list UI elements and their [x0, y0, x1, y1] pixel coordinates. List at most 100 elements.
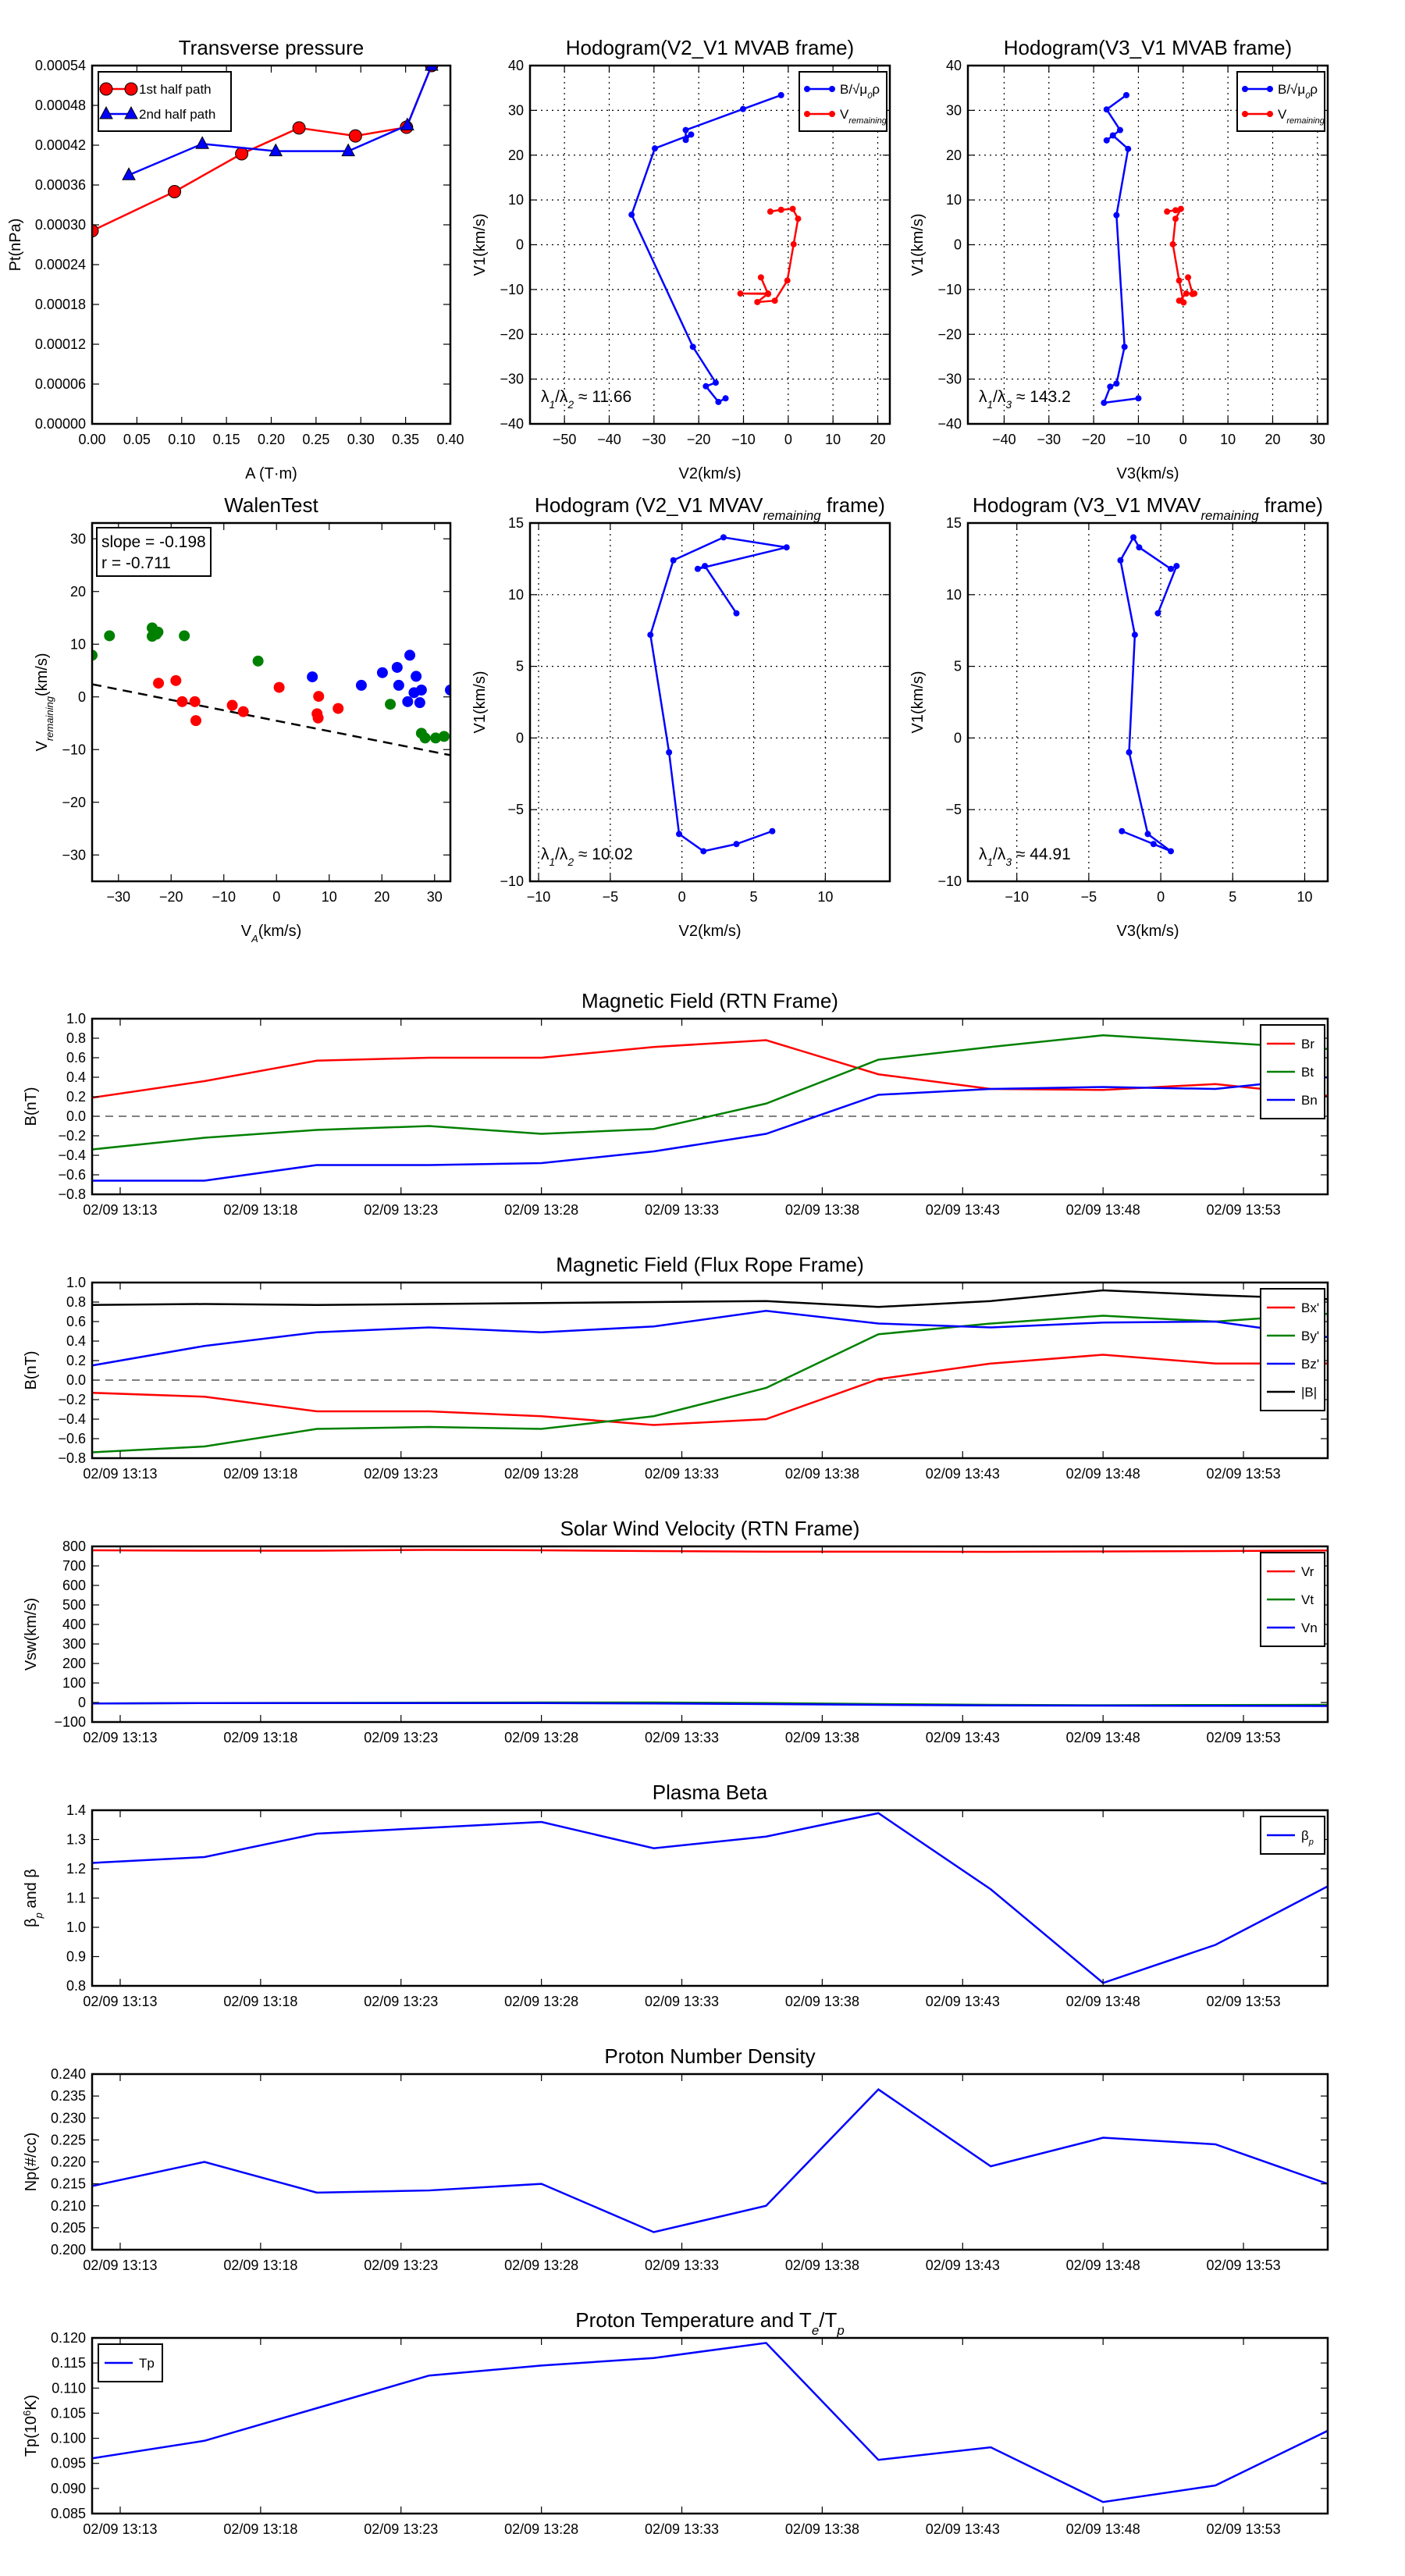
- axes-frame: [91, 521, 452, 883]
- x-tick-label: −10: [731, 432, 756, 447]
- data-point: [1177, 205, 1184, 212]
- plot-area: [1117, 534, 1180, 855]
- data-point: [712, 379, 719, 386]
- data-point: [722, 395, 729, 402]
- data-point: [269, 143, 283, 157]
- y-tick-label: 0.095: [51, 2456, 86, 2471]
- data-point: [1101, 400, 1108, 407]
- legend-marker: [99, 105, 113, 119]
- data-point: [702, 563, 709, 570]
- data-point: [682, 137, 689, 144]
- x-axis-label: V2(km/s): [679, 923, 742, 940]
- legend-marker: [1242, 86, 1248, 92]
- x-tick-label: 20: [870, 432, 886, 447]
- series-line-B: [92, 1289, 1328, 1308]
- y-axis-label: V1(km/s): [471, 671, 489, 734]
- x-tick-label: 02/09 13:28: [504, 1730, 578, 1745]
- x-tick-label: 02/09 13:38: [785, 1994, 859, 2009]
- x-tick-label: 02/09 13:38: [785, 1202, 859, 1218]
- x-tick-label: −5: [603, 889, 619, 905]
- x-tick-label: 02/09 13:53: [1207, 2521, 1281, 2537]
- chart-title: Magnetic Field (RTN Frame): [582, 989, 838, 1012]
- x-tick-label: 02/09 13:33: [645, 1994, 719, 2009]
- slope-value: slope = -0.198: [101, 533, 206, 551]
- data-point: [702, 382, 710, 390]
- y-tick-label: −10: [500, 282, 524, 297]
- legend-label: βp: [1301, 1828, 1314, 1847]
- legend: Br Bt Bn: [1260, 1024, 1325, 1119]
- y-tick-label: 0.200: [51, 2242, 86, 2258]
- x-tick-label: 02/09 13:38: [785, 2521, 859, 2537]
- y-tick-label: 0.00006: [35, 376, 86, 392]
- data-point: [385, 699, 397, 710]
- y-tick-label: 10: [70, 636, 86, 652]
- series-line-Bx: [92, 1354, 1328, 1426]
- data-point: [168, 185, 182, 198]
- data-point: [1109, 132, 1116, 139]
- x-tick-label: 02/09 13:23: [364, 1466, 438, 1482]
- x-tick-label: −10: [1005, 889, 1029, 905]
- axes-frame: [91, 1281, 1329, 1460]
- data-point: [237, 706, 249, 717]
- data-point: [1172, 215, 1179, 222]
- y-tick-label: 15: [508, 515, 524, 531]
- y-axis-label: βp and β: [23, 1869, 44, 1927]
- y-axis-label: V1(km/s): [471, 214, 489, 276]
- y-tick-label: 0.4: [66, 1069, 86, 1085]
- data-point: [376, 667, 388, 678]
- legend-marker: [99, 82, 113, 96]
- y-axis-label: B(nT): [23, 1087, 40, 1126]
- legend-label: Bt: [1301, 1065, 1314, 1080]
- y-tick-label: 0.115: [52, 2355, 86, 2371]
- data-point: [333, 703, 344, 714]
- legend-label: 2nd half path: [139, 107, 215, 122]
- legend-label: Vremaining: [840, 107, 887, 126]
- plot-area: [92, 66, 439, 238]
- x-tick-label: −40: [992, 432, 1016, 447]
- x-tick-label: 30: [427, 889, 443, 905]
- y-tick-label: 0.00048: [35, 98, 86, 113]
- series-line-Vn: [92, 1702, 1328, 1707]
- y-tick-label: −20: [500, 326, 524, 342]
- y-tick-label: 5: [954, 659, 962, 674]
- x-tick-label: 30: [1310, 432, 1325, 447]
- x-tick-label: 02/09 13:33: [645, 2521, 719, 2537]
- data-point: [122, 167, 136, 180]
- data-point: [1116, 126, 1123, 133]
- x-tick-label: 02/09 13:13: [83, 1730, 157, 1745]
- y-tick-label: 400: [62, 1617, 86, 1632]
- x-tick-label: 02/09 13:28: [504, 1994, 578, 2009]
- data-point: [1113, 212, 1120, 219]
- data-point: [355, 679, 367, 691]
- data-point: [790, 240, 797, 247]
- y-tick-label: 30: [70, 531, 86, 546]
- data-point: [313, 691, 325, 703]
- data-point: [676, 831, 683, 838]
- legend-marker: [124, 105, 138, 119]
- y-tick-label: 0.00018: [35, 297, 86, 312]
- y-tick-label: 1.3: [66, 1832, 86, 1848]
- y-tick-label: 10: [508, 192, 524, 208]
- x-tick-label: 0.30: [347, 432, 375, 447]
- data-point: [1122, 91, 1129, 98]
- data-point: [1131, 632, 1138, 639]
- x-tick-label: 10: [1297, 889, 1312, 905]
- axes-frame: [528, 521, 891, 883]
- series-line-p: [92, 1812, 1328, 1984]
- legend-label: Vt: [1301, 1592, 1314, 1607]
- data-point: [694, 565, 701, 572]
- x-tick-label: −5: [1081, 889, 1097, 905]
- y-tick-label: −5: [945, 802, 962, 817]
- y-tick-label: 0.230: [51, 2110, 86, 2126]
- y-tick-label: −10: [62, 742, 86, 757]
- y-tick-label: −10: [937, 282, 962, 297]
- chart-title: Solar Wind Velocity (RTN Frame): [560, 1517, 860, 1540]
- x-tick-label: −10: [527, 889, 551, 905]
- x-tick-label: −10: [1126, 432, 1151, 447]
- x-tick-label: 02/09 13:23: [364, 1202, 438, 1218]
- y-tick-label: 0: [954, 730, 962, 745]
- y-tick-label: 0.215: [51, 2176, 86, 2192]
- data-point: [348, 129, 362, 143]
- x-tick-label: 02/09 13:28: [504, 1202, 578, 1218]
- y-tick-label: 800: [62, 1539, 86, 1554]
